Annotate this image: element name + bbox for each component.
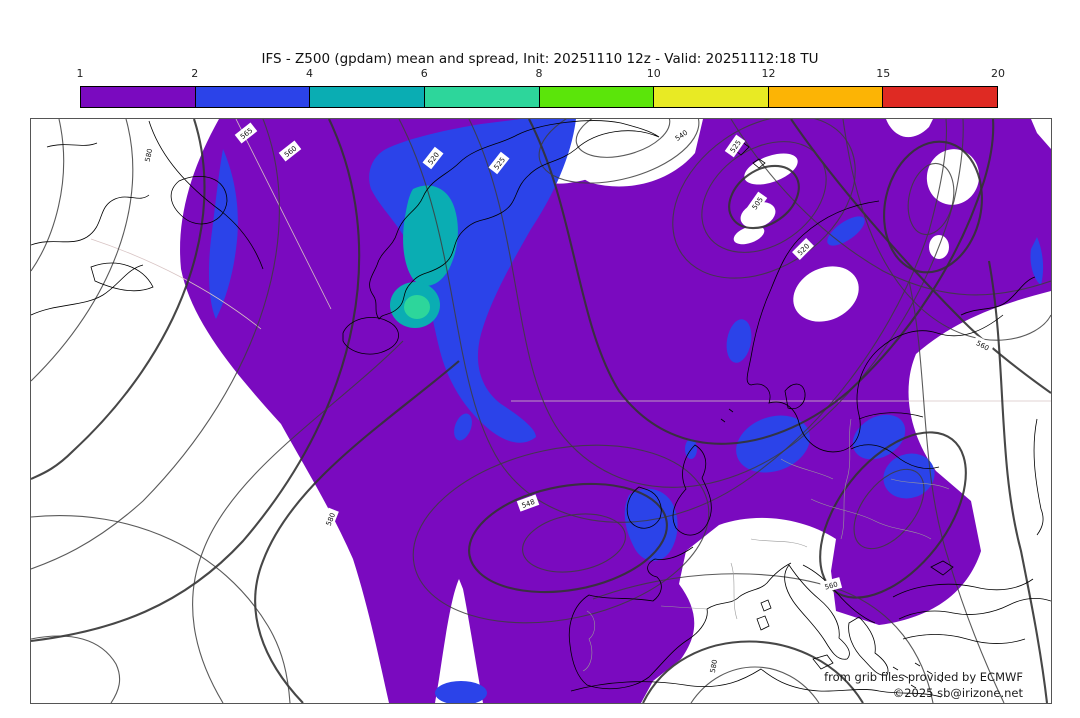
contour-lines-layer	[31, 119, 1051, 703]
contour-label-580: 580	[140, 144, 156, 166]
svg-text:580: 580	[709, 659, 719, 674]
svg-text:580: 580	[144, 148, 155, 163]
colorbar-tick-20: 20	[991, 67, 1005, 80]
attribution-copyright: ©2025 sb@irizone.net	[893, 686, 1024, 700]
colorbar-segment-2-4	[194, 87, 310, 107]
border-layer	[582, 418, 950, 672]
colorbar-tick-15: 15	[876, 67, 891, 80]
colorbar-tick-12: 12	[761, 67, 776, 80]
contour-label-580: 580	[705, 655, 721, 677]
coastline-layer	[31, 120, 1051, 698]
colorbar-segment-6-8	[423, 87, 539, 107]
attribution-source: from grib files provided by ECMWF	[824, 670, 1023, 684]
colorbar-tick-labels: 1 2 4 6 8 10 12 15 20	[76, 67, 1006, 82]
weather-map: 565 580 560 520 525 540 525 505 520 548 560 580 580 5…	[30, 118, 1052, 704]
colorbar-tick-10: 10	[646, 67, 661, 80]
chart-title: IFS - Z500 (gpdam) mean and spread, Init…	[261, 51, 819, 67]
colorbar-segment-12-15	[767, 87, 883, 107]
svg-text:560: 560	[824, 580, 839, 591]
contour-label-548: 548	[516, 494, 540, 512]
contour-label-560: 560	[819, 577, 843, 593]
colorbar-tick-1: 1	[76, 67, 84, 80]
attribution: from grib files provided by ECMWF ©2025 …	[824, 670, 1023, 700]
colorbar-segment-4-6	[309, 87, 424, 107]
colorbar-segment-1-2	[81, 87, 195, 107]
contour-label-580: 580	[321, 507, 339, 531]
colorbar-tick-8: 8	[535, 67, 543, 80]
colorbar	[80, 86, 998, 108]
colorbar-segment-10-12	[653, 87, 768, 107]
colorbar-segment-8-10	[538, 87, 654, 107]
colorbar-tick-4: 4	[306, 67, 313, 80]
contour-label-540: 540	[669, 124, 693, 146]
graticule-layer	[90, 119, 1051, 402]
colorbar-tick-6: 6	[420, 67, 428, 80]
colorbar-tick-2: 2	[191, 67, 199, 80]
colorbar-segment-15-20	[882, 87, 997, 107]
low-spread-holes	[538, 130, 980, 322]
spread-fill-layer	[180, 119, 1051, 703]
spread-6-8-patches	[404, 295, 430, 319]
